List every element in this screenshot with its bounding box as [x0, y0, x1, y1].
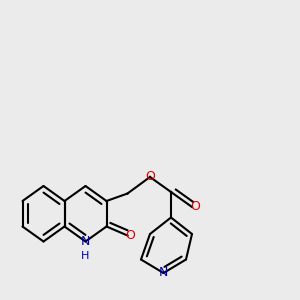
- Text: H: H: [81, 251, 90, 261]
- Text: O: O: [145, 170, 155, 184]
- Text: O: O: [191, 200, 200, 214]
- Text: O: O: [125, 229, 135, 242]
- Text: N: N: [81, 235, 90, 248]
- Text: N: N: [159, 266, 168, 280]
